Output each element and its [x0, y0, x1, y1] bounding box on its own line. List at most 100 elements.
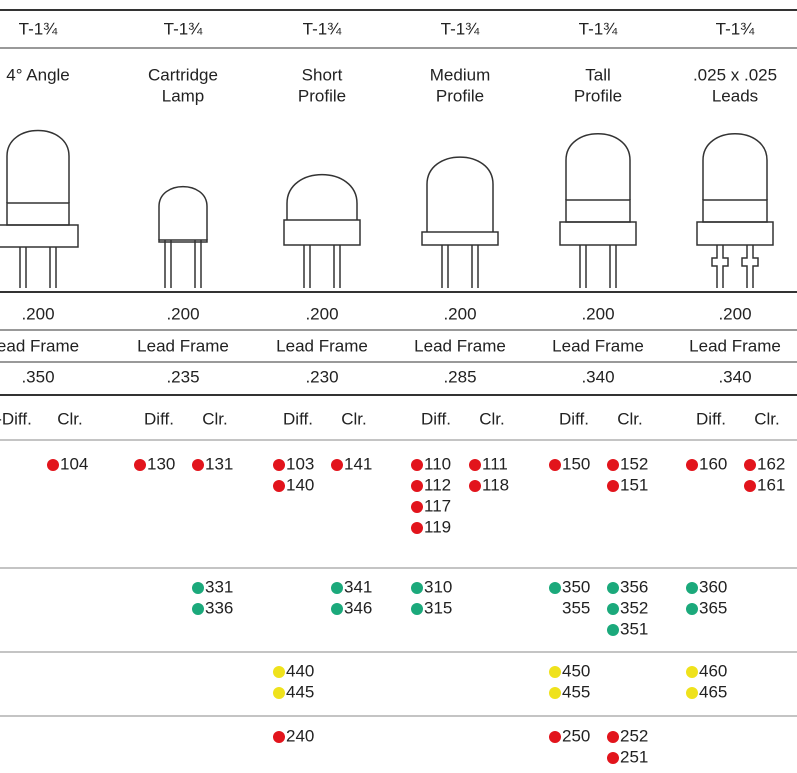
lamp-lead	[471, 245, 479, 288]
part-number: 351	[620, 619, 648, 638]
frame-type: Lead Frame	[276, 336, 368, 355]
lamp-drawing	[565, 133, 631, 200]
lamp-drawing	[426, 156, 494, 232]
lamp-base	[696, 221, 774, 246]
lamp-lead	[711, 245, 729, 288]
lamp-lead	[19, 247, 27, 288]
lamp-lead	[49, 247, 57, 288]
led-dot	[469, 459, 481, 471]
part-number: 160	[699, 454, 727, 473]
led-dot	[411, 522, 423, 534]
led-dot	[549, 666, 561, 678]
led-dot	[192, 459, 204, 471]
part-number: 445	[286, 682, 314, 701]
package-label: T-1¾	[164, 19, 204, 38]
part-number: 162	[757, 454, 785, 473]
part-number: 250	[562, 726, 590, 745]
lamp-lead	[164, 240, 172, 288]
lamp-lead	[303, 245, 311, 288]
clr-header: Clr.	[617, 409, 643, 428]
package-label: T-1¾	[579, 19, 619, 38]
led-dot	[331, 582, 343, 594]
diff-header: Diff.	[144, 409, 174, 428]
lamp-drawing	[158, 186, 208, 240]
frame-type: Lead Frame	[137, 336, 229, 355]
diff-header: Diff.	[696, 409, 726, 428]
led-dot	[686, 459, 698, 471]
led-dot	[273, 480, 285, 492]
lamp-name: Profile	[298, 86, 346, 105]
part-number: 360	[699, 577, 727, 596]
lamp-name: Profile	[436, 86, 484, 105]
part-number: 117	[424, 496, 451, 515]
lamp-base	[158, 239, 208, 243]
frame-type: Lead Frame	[689, 336, 781, 355]
lamp-name: Tall	[585, 65, 611, 84]
part-number: 341	[344, 577, 372, 596]
part-number: 355	[562, 598, 590, 617]
part-number: 131	[205, 454, 233, 473]
led-dot	[273, 731, 285, 743]
led-dot	[273, 459, 285, 471]
part-number: 161	[757, 475, 785, 494]
led-dot	[686, 582, 698, 594]
led-dot	[273, 666, 285, 678]
lead-spacing: .200	[21, 304, 54, 323]
led-dot	[607, 752, 619, 764]
part-number: 465	[699, 682, 727, 701]
frame-type: Lead Frame	[414, 336, 506, 355]
led-dot	[607, 731, 619, 743]
led-dot	[411, 501, 423, 513]
clr-header: Clr.	[57, 409, 83, 428]
lead-spacing: .200	[166, 304, 199, 323]
part-number: 140	[286, 475, 314, 494]
lamp-size: .340	[718, 367, 751, 386]
part-number: 356	[620, 577, 648, 596]
lamp-band	[6, 202, 70, 226]
lamp-lead	[579, 245, 587, 288]
led-dot	[549, 687, 561, 699]
led-dot	[411, 480, 423, 492]
part-number: 141	[344, 454, 372, 473]
led-dot	[686, 666, 698, 678]
lamp-base	[283, 219, 361, 246]
part-number: 110	[424, 454, 451, 473]
part-number: 240	[286, 726, 314, 745]
part-number: 151	[620, 475, 648, 494]
lead-spacing: .200	[581, 304, 614, 323]
part-number: 350	[562, 577, 590, 596]
diff-header: Diff.	[559, 409, 589, 428]
lamp-lead	[609, 245, 617, 288]
led-dot	[47, 459, 59, 471]
lamp-base	[421, 231, 499, 246]
lamp-band	[702, 199, 768, 223]
part-number: 112	[424, 475, 451, 494]
led-dot	[192, 603, 204, 615]
lamp-size: .285	[443, 367, 476, 386]
part-number: 103	[286, 454, 314, 473]
led-dot	[744, 480, 756, 492]
led-dot	[331, 603, 343, 615]
package-label: T-1¾	[716, 19, 756, 38]
led-dot	[686, 687, 698, 699]
part-number: 152	[620, 454, 648, 473]
lamp-lead	[741, 245, 759, 288]
lamp-lead	[333, 245, 341, 288]
part-number: 440	[286, 661, 314, 680]
part-number: 315	[424, 598, 452, 617]
led-dot	[273, 687, 285, 699]
led-dot	[686, 603, 698, 615]
lamp-size: .230	[305, 367, 338, 386]
lamp-size: .340	[581, 367, 614, 386]
part-number: 130	[147, 454, 175, 473]
part-number: 252	[620, 726, 648, 745]
clr-header: Clr.	[202, 409, 228, 428]
lamp-name: Leads	[712, 86, 758, 105]
clr-header: Clr.	[754, 409, 780, 428]
part-number: 336	[205, 598, 233, 617]
lead-spacing: .200	[305, 304, 338, 323]
clr-header: Clr.	[479, 409, 505, 428]
lead-spacing: .200	[443, 304, 476, 323]
lamp-name: Lamp	[162, 86, 205, 105]
led-dot	[192, 582, 204, 594]
